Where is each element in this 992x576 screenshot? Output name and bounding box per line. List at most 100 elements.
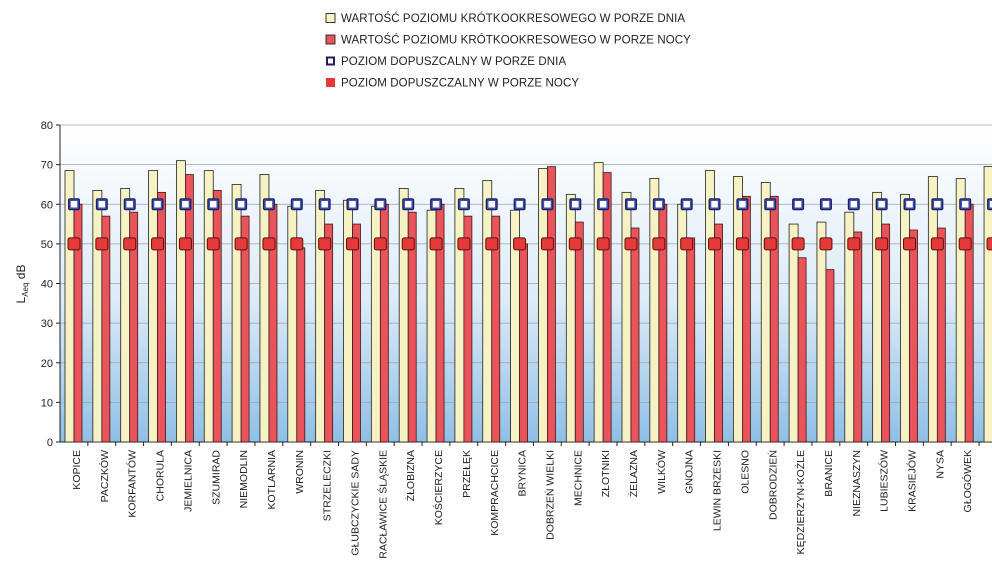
marker-day-limit	[124, 199, 135, 209]
legend-swatch	[325, 34, 336, 45]
marker-night-limit	[67, 237, 81, 251]
bar-night	[742, 195, 751, 443]
y-tick-label: 50	[41, 239, 53, 251]
marker-day-limit	[542, 199, 553, 209]
bar-day	[565, 193, 576, 443]
marker-day-limit	[598, 199, 608, 209]
marker-night-limit	[429, 237, 443, 251]
marker-day-limit	[960, 199, 970, 209]
x-tick-label: PACZKÓW	[98, 450, 111, 502]
marker-day-limit	[292, 199, 302, 209]
x-tick-label: WRONIN	[294, 450, 306, 494]
y-tick-label: 40	[41, 279, 53, 291]
marker-day-limit	[709, 199, 720, 209]
x-tick-label: BRYNICA	[517, 450, 529, 497]
marker-night-limit	[986, 237, 992, 251]
bar-night	[630, 227, 640, 443]
marker-day-limit	[459, 199, 469, 209]
x-tick-label: KORFANTÓW	[126, 450, 139, 518]
marker-day-limit	[737, 199, 748, 209]
marker-night-limit	[540, 237, 554, 251]
bar-day	[983, 166, 992, 443]
marker-day-limit	[654, 199, 664, 209]
marker-night-limit	[123, 237, 137, 251]
x-tick-label: DOBRZEŃ WIELKI	[543, 450, 556, 540]
x-tick-label: GŁUBCZYCKIE SADY	[350, 450, 362, 556]
marker-day-limit	[487, 199, 497, 209]
x-tick-label: KOTLARNIA	[266, 450, 278, 510]
x-tick-label: KRASIEJÓW	[906, 450, 919, 512]
bar-day	[315, 189, 326, 443]
x-tick-label: JEMIELNICA	[182, 450, 194, 512]
legend-swatch-inner	[328, 58, 333, 64]
marker-night-limit	[958, 237, 972, 251]
marker-night-limit	[791, 237, 805, 251]
x-axis: KOPICE PACZKÓW KORFANTÓW CHORULA JEMIELNICA S…	[71, 450, 992, 559]
legend: WARTOŚĆ POZIOMU KRÓTKOOKRESOWEGO W PORZE…	[325, 12, 691, 90]
marker-day-limit	[152, 199, 163, 209]
y-axis-label-main: L	[14, 296, 28, 303]
marker-night-limit	[401, 237, 415, 251]
marker-day-limit	[514, 199, 525, 209]
x-tick-label: GŁOGÓWEK	[961, 450, 974, 512]
bar-night	[352, 223, 361, 443]
bar-day	[760, 182, 771, 443]
bar-day	[705, 170, 715, 443]
marker-day-limit	[793, 199, 803, 209]
marker-day-limit	[876, 199, 887, 209]
x-tick-label: STRZELECZKI	[322, 450, 334, 521]
marker-day-limit	[236, 199, 246, 209]
x-tick-label: DOBRODZIEŃ	[766, 450, 779, 520]
marker-night-limit	[457, 237, 471, 251]
marker-day-limit	[570, 199, 581, 209]
bar-day	[343, 199, 353, 443]
bar-day	[203, 170, 214, 443]
marker-night-limit	[178, 237, 192, 251]
y-axis-label-unit: dB	[14, 265, 28, 283]
x-tick-label: GNOJNA	[684, 450, 696, 494]
marker-night-limit	[151, 237, 165, 251]
x-tick-label: KOŚCIERZYCE	[432, 450, 445, 525]
bar-night	[574, 221, 584, 443]
bar-night	[519, 243, 528, 443]
marker-night-limit	[373, 237, 387, 251]
marker-night-limit	[318, 237, 332, 251]
marker-night-limit	[485, 237, 499, 251]
legend-label: WARTOŚĆ POZIOMU KRÓTKOOKRESOWEGO W PORZE…	[341, 12, 685, 25]
marker-day-limit	[97, 199, 107, 209]
bar-day	[148, 170, 158, 443]
x-tick-label: OPOLE	[990, 450, 992, 486]
bar-night	[157, 191, 166, 443]
bar-day	[927, 176, 938, 443]
bar-night	[602, 172, 612, 443]
bar-day	[816, 221, 827, 443]
y-tick-label: 60	[41, 199, 53, 211]
bar-night	[769, 195, 779, 443]
bar-day	[92, 189, 103, 443]
bar-night	[129, 211, 139, 443]
bar-day	[231, 184, 242, 443]
marker-night-limit	[290, 237, 304, 251]
marker-night-limit	[596, 237, 610, 251]
legend-swatch	[326, 78, 335, 87]
x-tick-label: WILKÓW	[655, 450, 668, 494]
x-tick-label: PRZEŁĘK	[461, 450, 473, 498]
legend-label: POZIOM DOPUSZCZALNY W PORZE NOCY	[341, 78, 579, 90]
marker-night-limit	[708, 237, 722, 251]
marker-night-limit	[624, 237, 638, 251]
marker-day-limit	[904, 199, 915, 209]
marker-night-limit	[930, 237, 944, 251]
x-tick-label: OLESNO	[739, 450, 751, 494]
x-tick-label: ZŁOTNIKI	[600, 450, 612, 497]
x-tick-label: NIEZNASZYN	[851, 450, 863, 517]
bar-night	[686, 237, 696, 443]
marker-day-limit	[849, 199, 859, 209]
marker-day-limit	[821, 199, 831, 209]
y-tick-label: 10	[41, 397, 53, 409]
bar-night	[881, 223, 891, 443]
y-tick-label: 20	[41, 358, 53, 370]
x-tick-label: KOMPRACHCICE	[489, 450, 501, 536]
bar-night	[101, 215, 111, 443]
x-tick-label: NYSA	[934, 450, 946, 479]
y-tick-label: 70	[41, 160, 53, 172]
